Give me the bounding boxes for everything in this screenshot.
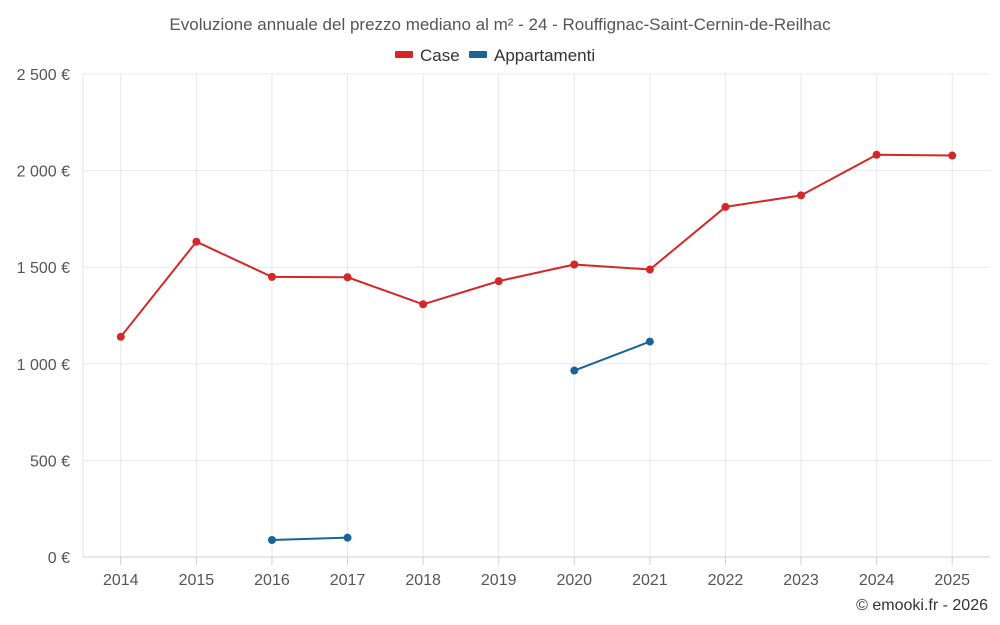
y-tick-label: 500 € <box>30 453 70 470</box>
data-point-case-2018[interactable] <box>419 300 428 309</box>
data-point-appartamenti-2017[interactable] <box>343 533 352 542</box>
grid <box>82 73 990 557</box>
data-point-case-2015[interactable] <box>192 237 201 246</box>
axes: 0 € 500 € 1 000 € 1 500 € 2 000 € 2 500 € 2014… <box>17 67 990 589</box>
data-point-case-2017[interactable] <box>343 273 352 282</box>
data-point-appartamenti-2020[interactable] <box>570 366 579 375</box>
x-tick-label: 2022 <box>708 572 744 589</box>
legend-swatch-case <box>395 51 413 58</box>
x-tick-label: 2021 <box>632 572 668 589</box>
data-point-case-2025[interactable] <box>948 151 957 160</box>
x-tick-label: 2020 <box>556 572 592 589</box>
data-point-case-2021[interactable] <box>645 265 654 274</box>
x-tick-label: 2024 <box>859 572 895 589</box>
y-tick-label: 1 000 € <box>17 357 70 374</box>
data-point-case-2020[interactable] <box>570 260 579 269</box>
data-point-case-2022[interactable] <box>721 202 730 211</box>
data-point-case-2016[interactable] <box>267 272 276 281</box>
data-point-case-2019[interactable] <box>494 277 503 286</box>
x-tick-label: 2018 <box>405 572 441 589</box>
x-tick-label: 2023 <box>783 572 819 589</box>
x-tick-label: 2015 <box>179 572 215 589</box>
x-tick-label: 2019 <box>481 572 517 589</box>
series <box>116 150 957 544</box>
x-tick-label: 2014 <box>103 572 139 589</box>
series-line-appartamenti <box>573 340 651 372</box>
data-point-case-2023[interactable] <box>797 191 806 200</box>
y-tick-label: 0 € <box>48 550 70 567</box>
data-point-appartamenti-2021[interactable] <box>645 337 654 346</box>
x-tick-label: 2016 <box>254 572 290 589</box>
legend[interactable]: Case Appartamenti <box>395 46 595 65</box>
y-tick-label: 2 500 € <box>17 67 70 84</box>
x-tick-label: 2025 <box>934 572 970 589</box>
series-line-appartamenti <box>271 536 348 541</box>
chart-title: Evoluzione annuale del prezzo mediano al… <box>169 15 831 34</box>
credit-text: © emooki.fr - 2026 <box>856 597 988 614</box>
data-point-appartamenti-2016[interactable] <box>267 535 276 544</box>
legend-label-appartamenti[interactable]: Appartamenti <box>494 46 595 65</box>
data-point-case-2024[interactable] <box>872 150 881 159</box>
y-tick-label: 2 000 € <box>17 164 70 181</box>
legend-label-case[interactable]: Case <box>420 46 460 65</box>
legend-swatch-appartamenti <box>469 51 487 58</box>
series-line-case <box>120 153 953 338</box>
data-point-case-2014[interactable] <box>116 332 125 341</box>
y-tick-label: 1 500 € <box>17 260 70 277</box>
x-tick-label: 2017 <box>330 572 366 589</box>
